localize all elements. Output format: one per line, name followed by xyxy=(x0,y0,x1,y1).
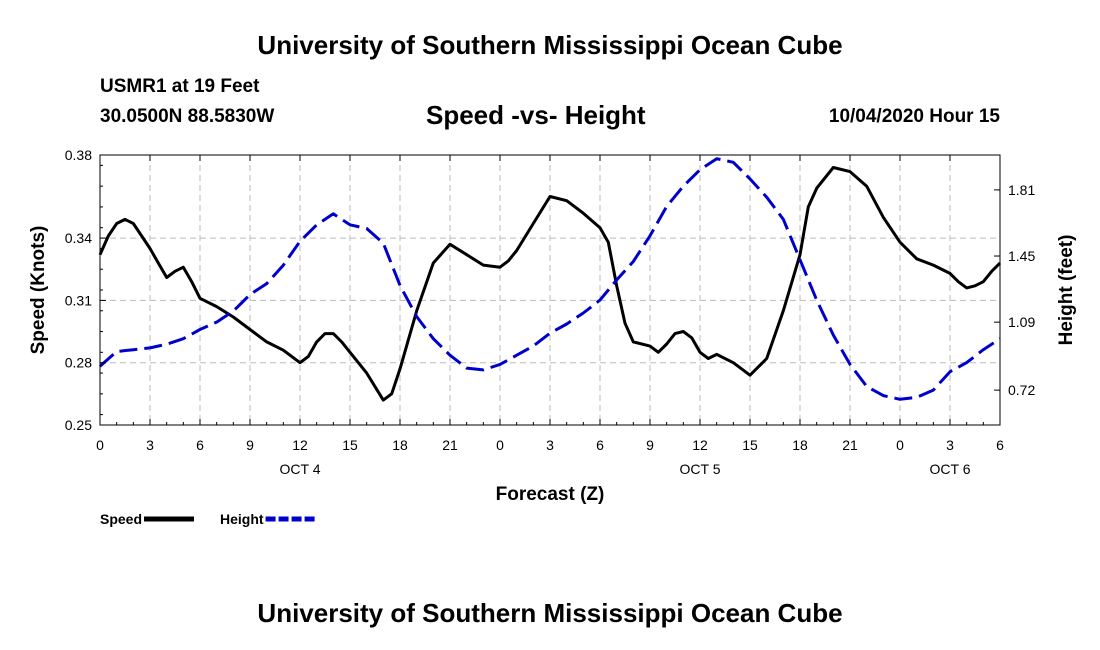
y-right-axis-title: Height (feet) xyxy=(1056,235,1077,346)
x-tick-label: 12 xyxy=(692,437,708,453)
coordinates-label: 30.0500N 88.5830W xyxy=(100,106,275,127)
x-tick-label: 3 xyxy=(946,437,954,453)
y-right-tick-label: 1.09 xyxy=(1008,314,1035,330)
station-label: USMR1 at 19 Feet xyxy=(100,76,260,97)
x-tick-label: 12 xyxy=(292,437,308,453)
x-tick-label: 9 xyxy=(246,437,254,453)
series-line-speed xyxy=(98,166,1002,402)
chart-subtitle: Speed -vs- Height xyxy=(426,100,646,130)
y-right-tick-label: 0.72 xyxy=(1008,382,1035,398)
x-tick-label: 21 xyxy=(442,437,458,453)
x-axis-title: Forecast (Z) xyxy=(496,484,605,505)
series-lines xyxy=(98,157,1002,402)
series-line-height xyxy=(99,157,1001,401)
day-label: OCT 5 xyxy=(680,461,721,477)
y-right-tick-label: 1.81 xyxy=(1008,182,1035,198)
axes: 0 3 6 9 12 15 18 21 0 3 6 9 12 15 18 21 0 3 6 0.25 0.28 0.31 0… xyxy=(28,147,1077,505)
legend-label-height: Height xyxy=(220,511,264,527)
x-tick-label: 0 xyxy=(896,437,904,453)
y-left-tick-label: 0.34 xyxy=(65,230,92,246)
footer-title: University of Southern Mississippi Ocean… xyxy=(257,598,843,628)
x-tick-label: 0 xyxy=(96,437,104,453)
x-tick-label: 6 xyxy=(196,437,204,453)
y-left-tick-label: 0.38 xyxy=(65,147,92,163)
page-title: University of Southern Mississippi Ocean… xyxy=(257,30,843,60)
day-label: OCT 6 xyxy=(930,461,971,477)
legend: Speed Height xyxy=(100,511,316,527)
y-left-tick-label: 0.28 xyxy=(65,355,92,371)
legend-label-speed: Speed xyxy=(100,511,142,527)
x-tick-label: 6 xyxy=(596,437,604,453)
forecast-timestamp: 10/04/2020 Hour 15 xyxy=(828,106,1000,127)
y-left-tick-label: 0.25 xyxy=(65,417,92,433)
x-tick-label: 15 xyxy=(342,437,358,453)
y-left-axis-title: Speed (Knots) xyxy=(28,226,49,355)
x-tick-label: 15 xyxy=(742,437,758,453)
x-tick-label: 9 xyxy=(646,437,654,453)
y-left-tick-label: 0.31 xyxy=(65,292,92,308)
day-label: OCT 4 xyxy=(280,461,321,477)
y-right-tick-label: 1.45 xyxy=(1008,248,1035,264)
x-tick-label: 3 xyxy=(146,437,154,453)
x-tick-label: 21 xyxy=(842,437,858,453)
x-tick-label: 18 xyxy=(392,437,408,453)
x-tick-label: 18 xyxy=(792,437,808,453)
x-tick-label: 3 xyxy=(546,437,554,453)
x-tick-label: 0 xyxy=(496,437,504,453)
x-tick-label: 6 xyxy=(996,437,1004,453)
